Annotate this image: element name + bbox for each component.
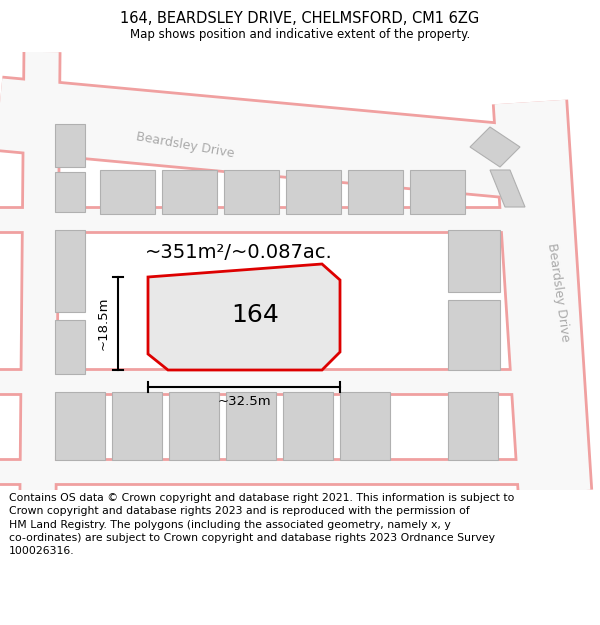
- Polygon shape: [169, 392, 219, 460]
- Polygon shape: [448, 230, 500, 292]
- Text: Beardsley Drive: Beardsley Drive: [135, 130, 235, 160]
- Polygon shape: [224, 170, 279, 214]
- Polygon shape: [162, 170, 217, 214]
- Polygon shape: [55, 392, 105, 460]
- Polygon shape: [340, 392, 390, 460]
- Polygon shape: [55, 230, 85, 312]
- Polygon shape: [410, 170, 465, 214]
- Text: Contains OS data © Crown copyright and database right 2021. This information is : Contains OS data © Crown copyright and d…: [9, 493, 514, 556]
- Polygon shape: [148, 264, 340, 370]
- Polygon shape: [448, 392, 498, 460]
- Text: 164, BEARDSLEY DRIVE, CHELMSFORD, CM1 6ZG: 164, BEARDSLEY DRIVE, CHELMSFORD, CM1 6Z…: [121, 11, 479, 26]
- Text: Beardsley Drive: Beardsley Drive: [545, 242, 571, 342]
- Polygon shape: [490, 170, 525, 207]
- Polygon shape: [470, 127, 520, 167]
- Polygon shape: [112, 392, 162, 460]
- Text: ~18.5m: ~18.5m: [97, 297, 110, 350]
- Polygon shape: [55, 320, 85, 374]
- Polygon shape: [55, 172, 85, 212]
- Polygon shape: [283, 392, 333, 460]
- Polygon shape: [226, 392, 276, 460]
- Text: ~32.5m: ~32.5m: [217, 395, 271, 408]
- Text: Map shows position and indicative extent of the property.: Map shows position and indicative extent…: [130, 28, 470, 41]
- Polygon shape: [100, 170, 155, 214]
- Text: 164: 164: [231, 303, 279, 327]
- Polygon shape: [348, 170, 403, 214]
- Polygon shape: [55, 124, 85, 167]
- Polygon shape: [448, 300, 500, 370]
- Text: ~351m²/~0.087ac.: ~351m²/~0.087ac.: [145, 242, 333, 261]
- Polygon shape: [286, 170, 341, 214]
